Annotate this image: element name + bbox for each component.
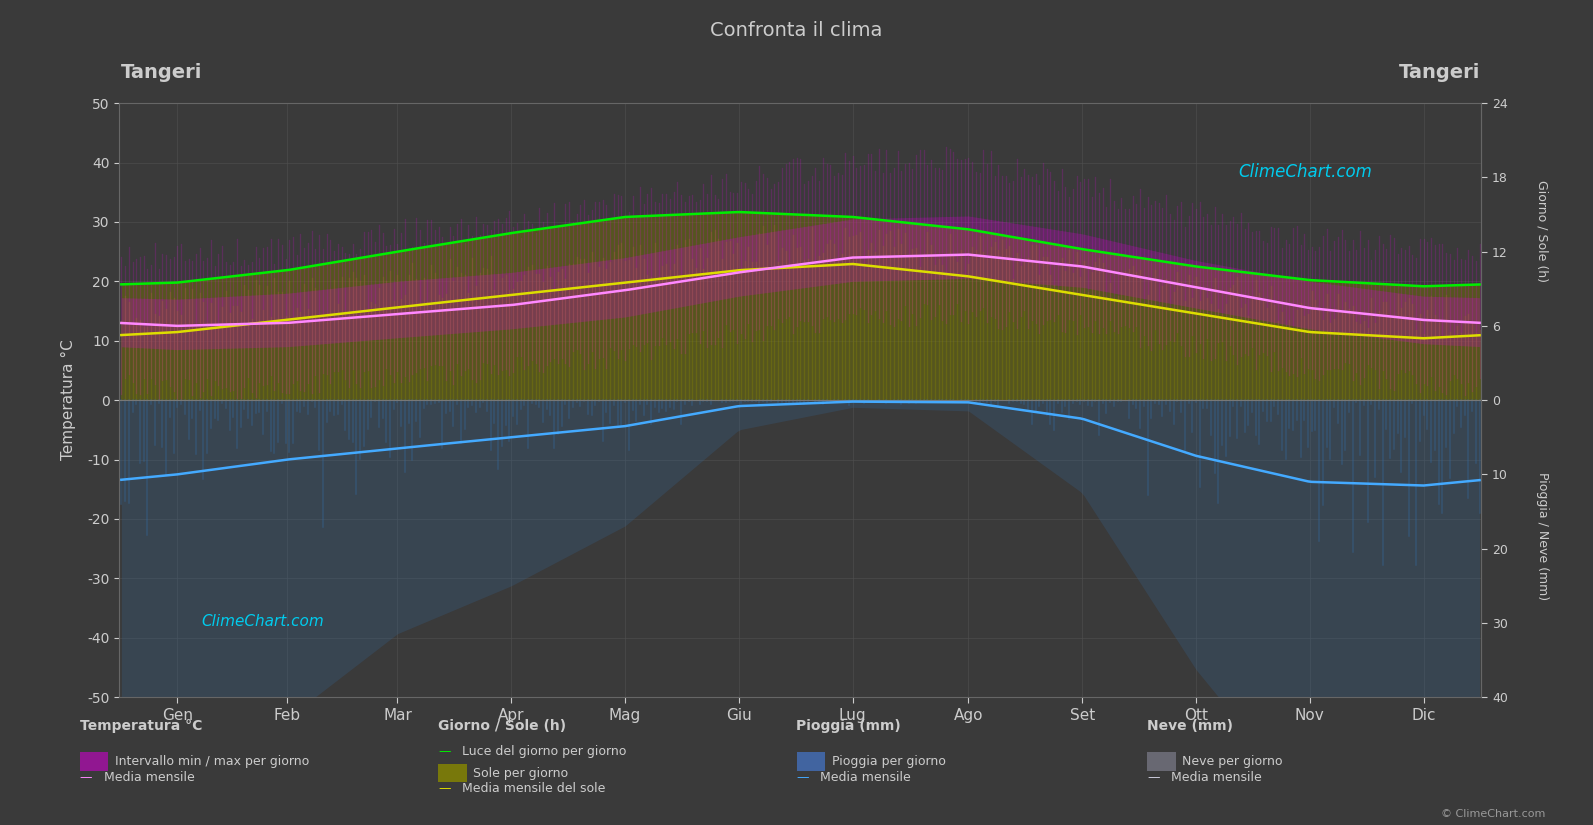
Text: Giorno / Sole (h): Giorno / Sole (h): [438, 719, 566, 733]
Text: Pioggia per giorno: Pioggia per giorno: [832, 755, 945, 768]
Text: Giorno / Sole (h): Giorno / Sole (h): [1536, 180, 1548, 282]
Text: Confronta il clima: Confronta il clima: [710, 21, 883, 40]
Text: Luce del giorno per giorno: Luce del giorno per giorno: [462, 745, 626, 758]
Text: Media mensile: Media mensile: [1171, 771, 1262, 785]
Text: Pioggia / Neve (mm): Pioggia / Neve (mm): [1536, 472, 1548, 601]
Text: Media mensile: Media mensile: [104, 771, 194, 785]
Text: Temperatura °C: Temperatura °C: [80, 719, 202, 733]
Text: Neve per giorno: Neve per giorno: [1182, 755, 1282, 768]
Y-axis label: Temperatura °C: Temperatura °C: [61, 340, 76, 460]
Text: —: —: [438, 745, 451, 758]
Text: © ClimeChart.com: © ClimeChart.com: [1440, 808, 1545, 818]
Text: ClimeChart.com: ClimeChart.com: [1239, 163, 1373, 181]
Text: Neve (mm): Neve (mm): [1147, 719, 1233, 733]
Text: —: —: [1147, 771, 1160, 785]
Text: —: —: [796, 771, 809, 785]
Text: ClimeChart.com: ClimeChart.com: [201, 614, 323, 629]
Text: Pioggia (mm): Pioggia (mm): [796, 719, 902, 733]
Text: Sole per giorno: Sole per giorno: [473, 766, 569, 780]
Text: Tangeri: Tangeri: [1399, 64, 1480, 82]
Text: —: —: [438, 782, 451, 795]
Text: Tangeri: Tangeri: [121, 64, 202, 82]
Text: Media mensile: Media mensile: [820, 771, 911, 785]
Text: —: —: [80, 771, 92, 785]
Text: Intervallo min / max per giorno: Intervallo min / max per giorno: [115, 755, 309, 768]
Text: Media mensile del sole: Media mensile del sole: [462, 782, 605, 795]
